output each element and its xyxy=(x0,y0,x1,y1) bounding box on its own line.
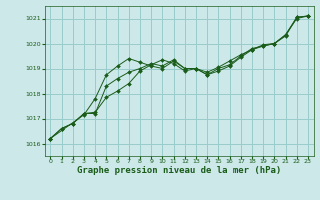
X-axis label: Graphe pression niveau de la mer (hPa): Graphe pression niveau de la mer (hPa) xyxy=(77,166,281,175)
